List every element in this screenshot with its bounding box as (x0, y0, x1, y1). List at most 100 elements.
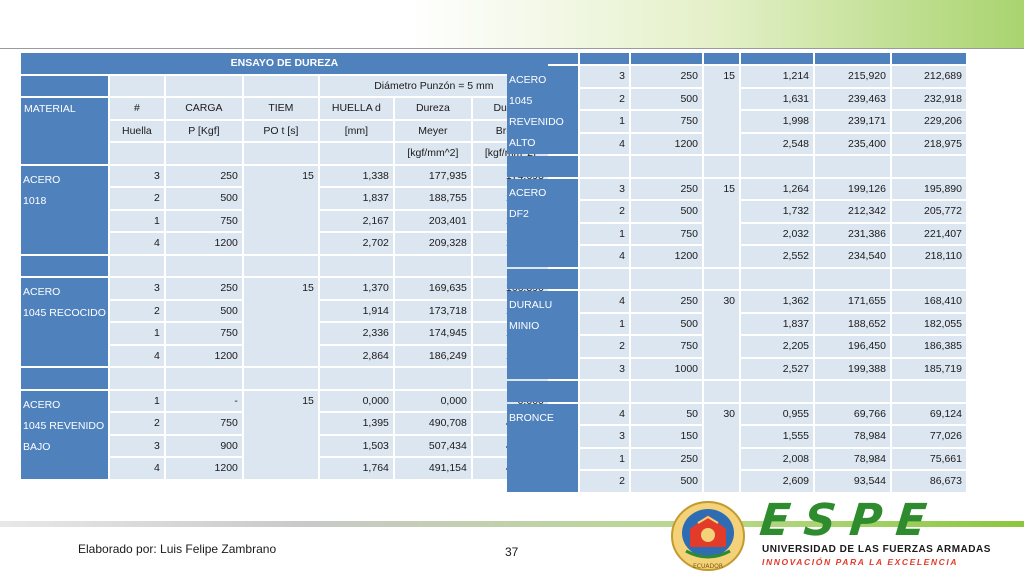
table-row: 3 150 1,555 78,984 77,026 (507, 426, 966, 447)
carga-cell: 750 (631, 223, 702, 244)
carga-cell: 500 (165, 300, 242, 321)
carga-cell: 750 (165, 413, 242, 434)
huella-diameter-cell: 1,555 (741, 426, 813, 447)
meyer-hardness-cell: 209,328 (394, 233, 471, 254)
meyer-hardness-cell: 169,635 (394, 278, 471, 299)
huella-number-cell: 2 (109, 188, 164, 209)
university-name: UNIVERSIDAD DE LAS FUERZAS ARMADAS (762, 544, 991, 555)
meyer-hardness-cell: 69,766 (815, 403, 890, 424)
carga-cell: 750 (631, 336, 702, 357)
left-hardness-table-wrap: ENSAYO DE DUREZA Diámetro Punzón = 5 mm … (19, 51, 550, 481)
huella-num-subheader: Huella (109, 120, 164, 141)
brinell-hardness-cell: 77,026 (892, 426, 966, 447)
meyer-hardness-cell: 215,920 (815, 66, 890, 87)
carga-cell: 750 (631, 111, 702, 132)
huella-diameter-cell: 2,527 (741, 358, 813, 379)
title-row: ENSAYO DE DUREZA (21, 53, 548, 74)
meyer-hardness-cell: 199,126 (815, 178, 890, 199)
huella-number-cell: 4 (109, 458, 164, 479)
meyer-hardness-cell: 186,249 (394, 345, 471, 366)
carga-cell: 1200 (631, 133, 702, 154)
tiempo-cell: 15 (243, 390, 318, 479)
material-name-line: ACERO (23, 398, 61, 411)
table-row: 4 1200 2,552 234,540 218,110 (507, 246, 966, 267)
huella-number-cell: 2 (580, 471, 629, 492)
huella-number-cell: 3 (580, 178, 629, 199)
huella-number-cell: 1 (109, 210, 164, 231)
carga-cell: 250 (165, 165, 242, 186)
espe-wordmark: ESPE (757, 495, 943, 546)
huella-diameter-cell: 1,764 (319, 458, 393, 479)
meyer-hardness-cell: 234,540 (815, 246, 890, 267)
huella-number-cell: 3 (109, 278, 164, 299)
huella-diameter-cell: 2,702 (319, 233, 393, 254)
tiempo-cell: 15 (243, 165, 318, 254)
meyer-hardness-cell: 174,945 (394, 323, 471, 344)
carga-cell: 250 (631, 178, 702, 199)
huella-number-cell: 1 (109, 390, 164, 411)
huella-diameter-cell: 2,167 (319, 210, 393, 231)
carga-cell: 750 (165, 210, 242, 231)
carga-cell: 250 (631, 448, 702, 469)
meyer-hardness-cell: 239,463 (815, 88, 890, 109)
material-name-line: 1045 REVENIDO (23, 419, 105, 432)
huella-diameter-cell: 1,370 (319, 278, 393, 299)
right-hardness-table: ACERO 1045 REVENIDO ALTO 3 250 15 1,214 215,920 2… (505, 51, 968, 494)
material-name-line: 1018 (23, 194, 47, 207)
meyer-hardness-cell: 196,450 (815, 336, 890, 357)
huella-number-cell: 3 (580, 358, 629, 379)
brinell-hardness-cell: 69,124 (892, 403, 966, 424)
carga-cell: 750 (165, 323, 242, 344)
university-motto: INNOVACIÓN PARA LA EXCELENCIA (762, 557, 959, 567)
right-top-blank-row (507, 53, 966, 64)
carga-cell: 250 (631, 291, 702, 312)
brinell-hardness-cell: 212,689 (892, 66, 966, 87)
huella-diameter-cell: 2,548 (741, 133, 813, 154)
table-row: BRONCE 4 50 30 0,955 69,766 69,124 (507, 403, 966, 492)
diameter-row: Diámetro Punzón = 5 mm (21, 75, 548, 96)
tiempo-unit: PO t [s] (243, 120, 318, 141)
huella-number-cell: 4 (580, 133, 629, 154)
material-label: ACERO 1045 REVENIDO BAJO (21, 390, 108, 479)
material-name-line: DURALU (509, 299, 553, 311)
huella-number-cell: 1 (109, 323, 164, 344)
espe-logo: ECUADOR ESPE UNIVERSIDAD DE LAS FUERZAS … (668, 495, 1013, 575)
carga-cell: 1200 (165, 233, 242, 254)
meyer-hardness-cell: 93,544 (815, 471, 890, 492)
meyer-hardness-cell: 235,400 (815, 133, 890, 154)
material-label: ACERO 1018 (21, 165, 108, 254)
meyer-unit: [kgf/mm^2] (394, 143, 471, 164)
table-row: 2 500 2,609 93,544 86,673 (507, 471, 966, 492)
meyer-hardness-cell: 212,342 (815, 201, 890, 222)
brinell-hardness-cell: 229,206 (892, 111, 966, 132)
material-name-line: DF2 (509, 207, 529, 220)
material-label: ACERO 1045 RECOCIDO (21, 278, 108, 366)
huella-diameter-cell: 1,732 (741, 201, 813, 222)
meyer-hardness-cell: 203,401 (394, 210, 471, 231)
huella-d-header: HUELLA d (319, 98, 393, 119)
meyer-hardness-cell: 507,434 (394, 435, 471, 456)
material-name-line: BAJO (23, 440, 51, 453)
carga-cell: 500 (631, 313, 702, 334)
huella-number-cell: 2 (109, 300, 164, 321)
group-separator-row (21, 255, 548, 276)
tiempo-cell: 15 (704, 66, 739, 154)
huella-number-cell: 1 (580, 448, 629, 469)
group-separator-row (507, 156, 966, 177)
table-row: 2 750 2,205 196,450 186,385 (507, 336, 966, 357)
group-separator-row (507, 268, 966, 289)
left-hardness-table: ENSAYO DE DUREZA Diámetro Punzón = 5 mm … (19, 51, 550, 481)
header-row-1: MATERIAL # CARGA TIEM HUELLA d Dureza Du… (21, 98, 548, 164)
meyer-hardness-cell: 173,718 (394, 300, 471, 321)
brinell-hardness-cell: 186,385 (892, 336, 966, 357)
page-number: 37 (505, 545, 519, 559)
material-name-line: ACERO (23, 286, 61, 298)
carga-cell: 900 (165, 435, 242, 456)
meyer-subheader: Meyer (394, 120, 471, 141)
table-row: 1 250 2,008 78,984 75,661 (507, 448, 966, 469)
huella-diameter-cell: 1,362 (741, 291, 813, 312)
huella-number-cell: 4 (109, 345, 164, 366)
material-name-line: ACERO (509, 186, 547, 199)
